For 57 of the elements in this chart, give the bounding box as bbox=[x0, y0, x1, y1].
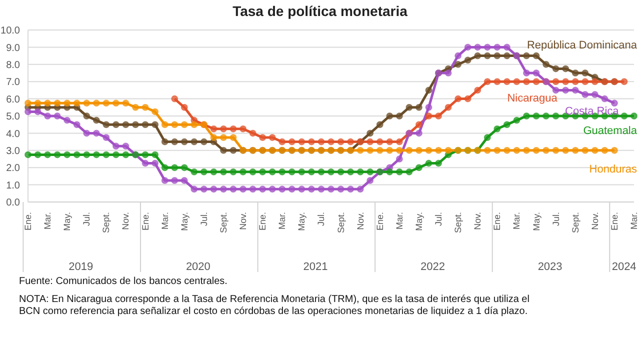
x-tick-label: May. bbox=[414, 212, 424, 231]
series-label: República Dominicana bbox=[526, 40, 638, 52]
text: 2020 bbox=[186, 261, 210, 273]
x-tick-label: Mar. bbox=[629, 212, 639, 230]
x-tick-label: Nov. bbox=[472, 212, 483, 230]
text: 2021 bbox=[303, 261, 328, 273]
x-tick-label: Ene. bbox=[258, 212, 268, 231]
x-tick-label: Sept. bbox=[570, 212, 580, 234]
y-tick-label: 4.0 bbox=[6, 128, 20, 140]
y-tick-label: 8.0 bbox=[6, 60, 20, 71]
y-tick-label: 10.0 bbox=[0, 26, 20, 37]
x-tick-label: Ene. bbox=[374, 212, 385, 231]
y-tick-label: 9.0 bbox=[6, 42, 20, 54]
x-tick-label: Jul. bbox=[316, 212, 326, 226]
text: NOTA: En Nicaragua corresponde a la Tasa de Referencia Monetaria (TRM), que es la tasa de interés que utiliza el BCN como referencia para señalizar el costo en córdobas de las operaciones monetarias de liquidez a 1 día plazo. bbox=[19, 294, 530, 318]
x-tick-label: May. bbox=[531, 212, 542, 231]
x-tick-label: Mar. bbox=[277, 212, 288, 230]
x-tick-label: Sept. bbox=[218, 212, 228, 234]
y-tick-label: 3.0 bbox=[6, 146, 20, 157]
y-tick-label: 6.0 bbox=[6, 94, 20, 106]
y-tick-label: 1.0 bbox=[6, 180, 20, 192]
x-tick-label: Nov. bbox=[355, 212, 366, 230]
x-tick-label: Nov. bbox=[590, 212, 600, 230]
x-tick-label: Ene. bbox=[140, 212, 150, 231]
y-tick-label: 0.0 bbox=[6, 198, 20, 209]
x-tick-label: Mar. bbox=[512, 212, 522, 230]
x-tick-label: May. bbox=[179, 212, 190, 231]
chart-title: Tasa de política monetaria bbox=[232, 3, 408, 19]
y-tick-label: 7.0 bbox=[6, 77, 20, 88]
text: 2022 bbox=[420, 261, 446, 273]
x-tick-label: Mar. bbox=[394, 212, 404, 230]
x-tick-label: Sept. bbox=[336, 212, 346, 234]
x-tick-label: Ene. bbox=[23, 212, 33, 231]
x-tick-label: Nov. bbox=[238, 212, 248, 230]
x-tick-label: Mar. bbox=[160, 212, 170, 230]
x-tick-label: Mar. bbox=[42, 212, 53, 230]
series-label: Costa Rica bbox=[565, 106, 620, 118]
y-tick-label: 5.0 bbox=[6, 112, 20, 123]
x-tick-label: Ene. bbox=[492, 212, 502, 231]
text: 2024 bbox=[612, 261, 636, 273]
series-label: Honduras bbox=[589, 163, 638, 176]
x-tick-label: Sept. bbox=[101, 212, 112, 234]
y-tick-label: 2.0 bbox=[6, 163, 20, 174]
series-label: Guatemala bbox=[583, 125, 638, 137]
x-tick-label: Sept. bbox=[453, 212, 464, 234]
source-note: Fuente: Comunicados de los bancos centrales. bbox=[19, 276, 228, 288]
x-tick-label: Nov. bbox=[120, 212, 131, 230]
series-label: Nicaragua bbox=[507, 92, 558, 105]
text: 2023 bbox=[538, 261, 562, 273]
text: 2019 bbox=[68, 261, 94, 273]
x-tick-label: Jul. bbox=[550, 212, 561, 226]
x-tick-label: Jul. bbox=[82, 212, 92, 226]
x-tick-label: Jul. bbox=[434, 212, 444, 226]
x-tick-label: Ene. bbox=[609, 212, 620, 231]
x-tick-label: May. bbox=[62, 212, 72, 231]
x-tick-label: May. bbox=[296, 212, 307, 231]
x-tick-label: Jul. bbox=[198, 212, 209, 226]
